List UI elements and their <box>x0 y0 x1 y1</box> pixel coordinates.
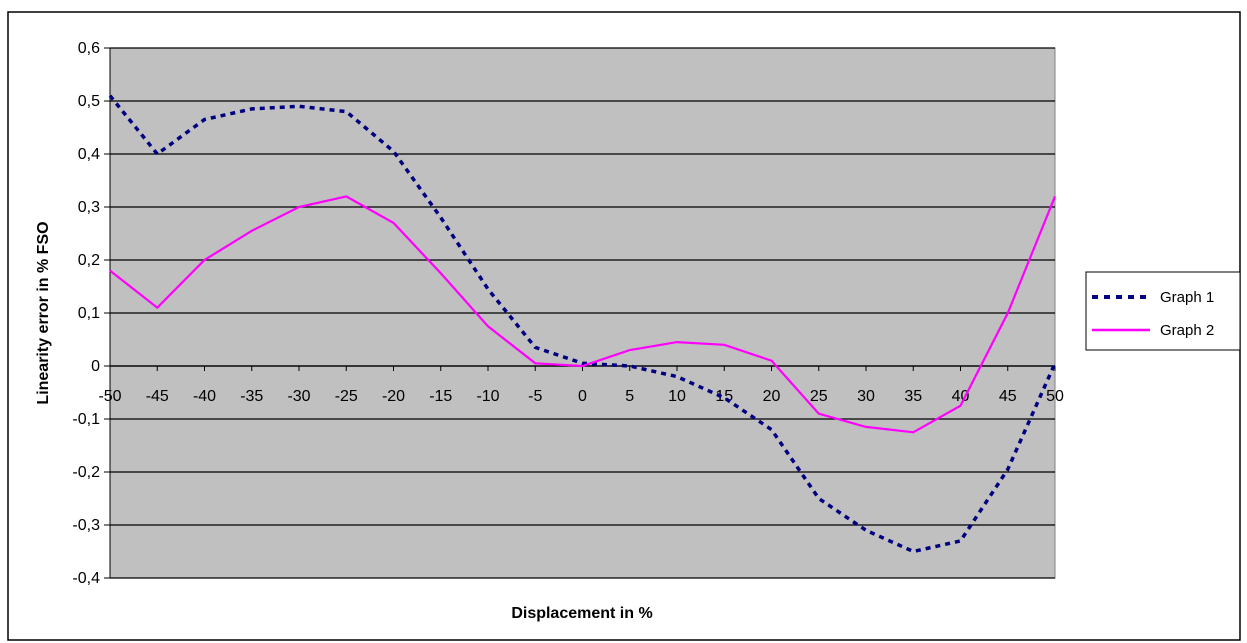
x-tick-label: 45 <box>999 388 1017 405</box>
x-tick-label: -15 <box>429 388 452 405</box>
x-tick-label: 5 <box>625 388 634 405</box>
y-tick-label: 0,1 <box>78 305 100 322</box>
x-tick-label: -5 <box>528 388 542 405</box>
y-tick-label: 0 <box>91 358 100 375</box>
legend: Graph 1 Graph 2 <box>1085 271 1241 351</box>
y-axis-title: Linearity error in % FSO <box>35 221 52 404</box>
y-tick-label: 0,4 <box>78 146 100 163</box>
legend-label-graph-1: Graph 1 <box>1160 289 1214 306</box>
x-tick-label: -35 <box>240 388 263 405</box>
y-tick-label: -0,2 <box>72 464 100 481</box>
x-axis-title: Displacement in % <box>511 605 652 622</box>
x-tick-label: 40 <box>952 388 970 405</box>
x-tick-label: -45 <box>146 388 169 405</box>
legend-box <box>1085 271 1241 351</box>
x-tick-label: -20 <box>382 388 405 405</box>
series-line-graph-1 <box>108 94 1057 554</box>
y-tick-label: -0,4 <box>72 570 100 587</box>
x-tick-label: 50 <box>1046 388 1064 405</box>
legend-label-graph-2: Graph 2 <box>1160 322 1214 339</box>
x-tick-label: -10 <box>476 388 499 405</box>
y-tick-label: 0,2 <box>78 252 100 269</box>
y-tick-label: 0,5 <box>78 93 100 110</box>
y-axis-ticks: 0,6 0,5 0,4 0,3 0,2 0,1 0 -0,1 -0,2 -0,3 -0,4 <box>72 40 111 587</box>
gridlines <box>110 47 1055 579</box>
x-tick-label: -25 <box>335 388 358 405</box>
y-tick-label: 0,6 <box>78 40 100 57</box>
x-tick-label: 25 <box>810 388 828 405</box>
x-tick-label: 30 <box>857 388 875 405</box>
series-layer <box>108 94 1057 554</box>
series-line-graph-2 <box>109 195 1057 434</box>
x-tick-label: 35 <box>904 388 922 405</box>
y-tick-label: 0,3 <box>78 199 100 216</box>
y-tick-label: -0,3 <box>72 517 100 534</box>
x-tick-label: 10 <box>668 388 686 405</box>
x-tick-label: -50 <box>98 388 121 405</box>
x-tick-label: 20 <box>763 388 781 405</box>
y-tick-label: -0,1 <box>72 411 100 428</box>
x-tick-label: 0 <box>578 388 587 405</box>
x-tick-label: -30 <box>287 388 310 405</box>
x-tick-label: -40 <box>193 388 216 405</box>
